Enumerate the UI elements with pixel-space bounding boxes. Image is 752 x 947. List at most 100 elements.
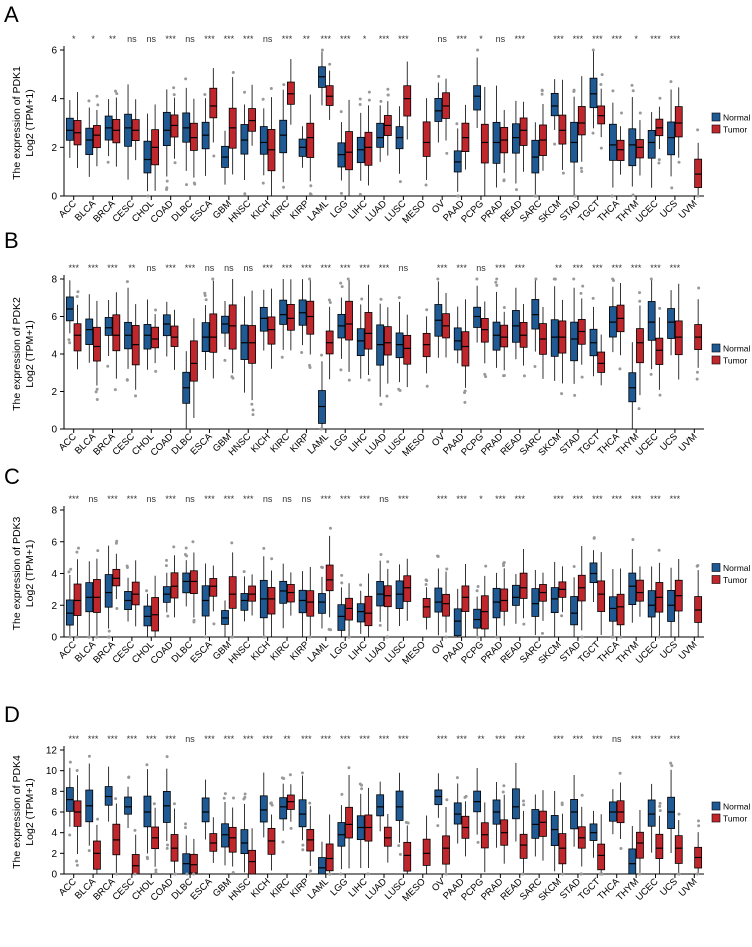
box-tumor-ucec-outlier bbox=[658, 96, 662, 100]
box-tumor-tgct-box bbox=[597, 105, 606, 125]
box-normal-lihc-outlier bbox=[358, 192, 362, 196]
box-tumor-thca-outlier bbox=[618, 771, 622, 775]
box-normal-thym-box bbox=[628, 572, 637, 606]
y-tick-label: 8 bbox=[51, 787, 57, 798]
x-tick-label-skcm: SKCM bbox=[536, 198, 563, 225]
significance-label: *** bbox=[650, 34, 661, 44]
box-normal-hnsc-outlier bbox=[243, 90, 247, 94]
box-normal-read-box bbox=[512, 584, 520, 606]
box-tumor-paad-outlier bbox=[463, 400, 467, 404]
significance-label: ** bbox=[555, 263, 563, 273]
box-normal-prad-outlier bbox=[495, 277, 499, 281]
significance-label: *** bbox=[514, 34, 525, 44]
significance-label: *** bbox=[553, 494, 564, 504]
box-normal-esca-outlier bbox=[203, 635, 207, 639]
box-tumor-laml-box bbox=[325, 85, 334, 106]
box-tumor-thym-outlier bbox=[638, 299, 642, 303]
y-axis-title: The expression of PDK4 bbox=[11, 755, 23, 869]
box-tumor-kich-outlier bbox=[269, 86, 273, 90]
box-tumor-lihc-box bbox=[364, 312, 373, 350]
box-normal-kirc-box bbox=[279, 119, 288, 154]
significance-label: *** bbox=[359, 263, 370, 273]
box-tumor-gbm-box bbox=[228, 304, 237, 350]
x-tick-label-coad: COAD bbox=[149, 876, 176, 903]
box-tumor-coad-outlier bbox=[173, 161, 177, 165]
significance-label: *** bbox=[127, 494, 138, 504]
box-normal-ov-outlier bbox=[436, 824, 440, 828]
box-normal-laml-outlier bbox=[320, 565, 324, 569]
significance-label: ns bbox=[302, 494, 312, 504]
significance-label: ns bbox=[205, 263, 215, 273]
significance-label: ns bbox=[263, 34, 273, 44]
box-tumor-meso-box bbox=[422, 838, 431, 866]
box-normal-thym-outlier bbox=[631, 537, 635, 541]
x-tick-label-esca: ESCA bbox=[189, 876, 216, 903]
box-tumor-meso-box bbox=[422, 121, 431, 157]
box-tumor-coad-outlier bbox=[172, 93, 176, 97]
box-tumor-hnsc-outlier bbox=[251, 413, 255, 417]
y-axis-title: The expression of PDK2 bbox=[11, 297, 23, 411]
significance-label: *** bbox=[495, 734, 506, 744]
significance-label: *** bbox=[514, 734, 525, 744]
box-tumor-thym-outlier bbox=[638, 291, 642, 295]
x-tick-label-hnsc: HNSC bbox=[227, 198, 254, 225]
x-tick-label-kich: KICH bbox=[249, 639, 273, 663]
box-tumor-chol-outlier bbox=[152, 802, 156, 806]
box-tumor-lgg-outlier bbox=[347, 766, 351, 770]
box-normal-chol-box bbox=[143, 324, 152, 350]
box-tumor-gbm-outlier bbox=[231, 70, 235, 74]
legend-entry-normal: Normal bbox=[723, 563, 751, 573]
box-normal-tgct-outlier bbox=[591, 296, 595, 300]
significance-label: *** bbox=[107, 263, 118, 273]
box-tumor-tgct-outlier bbox=[600, 872, 604, 876]
legend-swatch-tumor bbox=[711, 575, 721, 584]
box-tumor-kirp-box bbox=[306, 590, 315, 617]
box-tumor-read-box bbox=[519, 117, 528, 146]
box-tumor-blca-outlier bbox=[95, 387, 99, 391]
box-tumor-skcm-outlier bbox=[561, 171, 565, 175]
box-tumor-sarc-outlier bbox=[540, 92, 544, 96]
box-tumor-brca-outlier bbox=[113, 89, 117, 93]
box-tumor-brca-outlier bbox=[115, 872, 119, 876]
x-tick-label-ucs: UCS bbox=[658, 198, 680, 220]
box-normal-kirp-outlier bbox=[300, 351, 304, 355]
box-normal-thca-outlier bbox=[611, 89, 615, 93]
box-tumor-uvm-outlier bbox=[695, 872, 699, 876]
significance-label: *** bbox=[495, 263, 506, 273]
box-tumor-stad-outlier bbox=[580, 635, 584, 639]
box-normal-skcm-outlier bbox=[553, 142, 557, 146]
x-tick-label-uvm: UVM bbox=[677, 639, 700, 662]
box-tumor-kirp-outlier bbox=[309, 184, 313, 188]
significance-label: *** bbox=[321, 34, 332, 44]
box-tumor-coad-outlier bbox=[172, 545, 176, 549]
box-tumor-laml-outlier bbox=[328, 300, 332, 304]
significance-label: *** bbox=[107, 494, 118, 504]
box-tumor-uvm-outlier bbox=[697, 824, 701, 828]
legend: Normal Tumor bbox=[711, 113, 751, 135]
box-tumor-brca-box bbox=[112, 568, 121, 587]
box-tumor-read-outlier bbox=[522, 374, 526, 378]
x-tick-label-ucec: UCEC bbox=[634, 198, 661, 225]
y-axis-title: The expression of PDK3 bbox=[11, 516, 23, 630]
significance-label: *** bbox=[185, 263, 196, 273]
box-normal-lusc-outlier bbox=[398, 180, 402, 184]
box-normal-luad-outlier bbox=[379, 402, 383, 406]
box-tumor-lgg-box bbox=[345, 597, 353, 621]
box-tumor-paad-outlier bbox=[463, 389, 467, 393]
box-tumor-esca-box bbox=[209, 313, 218, 353]
box-normal-thca-outlier bbox=[611, 635, 615, 639]
box-normal-paad-outlier bbox=[455, 776, 459, 780]
x-tick-label-lgg: LGG bbox=[328, 198, 350, 220]
y-tick-label: 0 bbox=[51, 633, 57, 644]
box-normal-kirc-box bbox=[279, 299, 288, 325]
significance-label: *** bbox=[88, 734, 99, 744]
box-tumor-tgct-box bbox=[597, 580, 606, 612]
box-normal-esca-outlier bbox=[203, 291, 207, 295]
box-tumor-kich-outlier bbox=[270, 557, 274, 561]
box-tumor-kirc-box bbox=[286, 304, 295, 331]
box-normal-pcpg-outlier bbox=[476, 840, 480, 844]
box-tumor-kirp-outlier bbox=[309, 869, 313, 873]
box-tumor-tgct-box bbox=[597, 843, 606, 871]
y-tick-label: 2 bbox=[51, 849, 57, 860]
panel-label: C bbox=[4, 464, 20, 489]
